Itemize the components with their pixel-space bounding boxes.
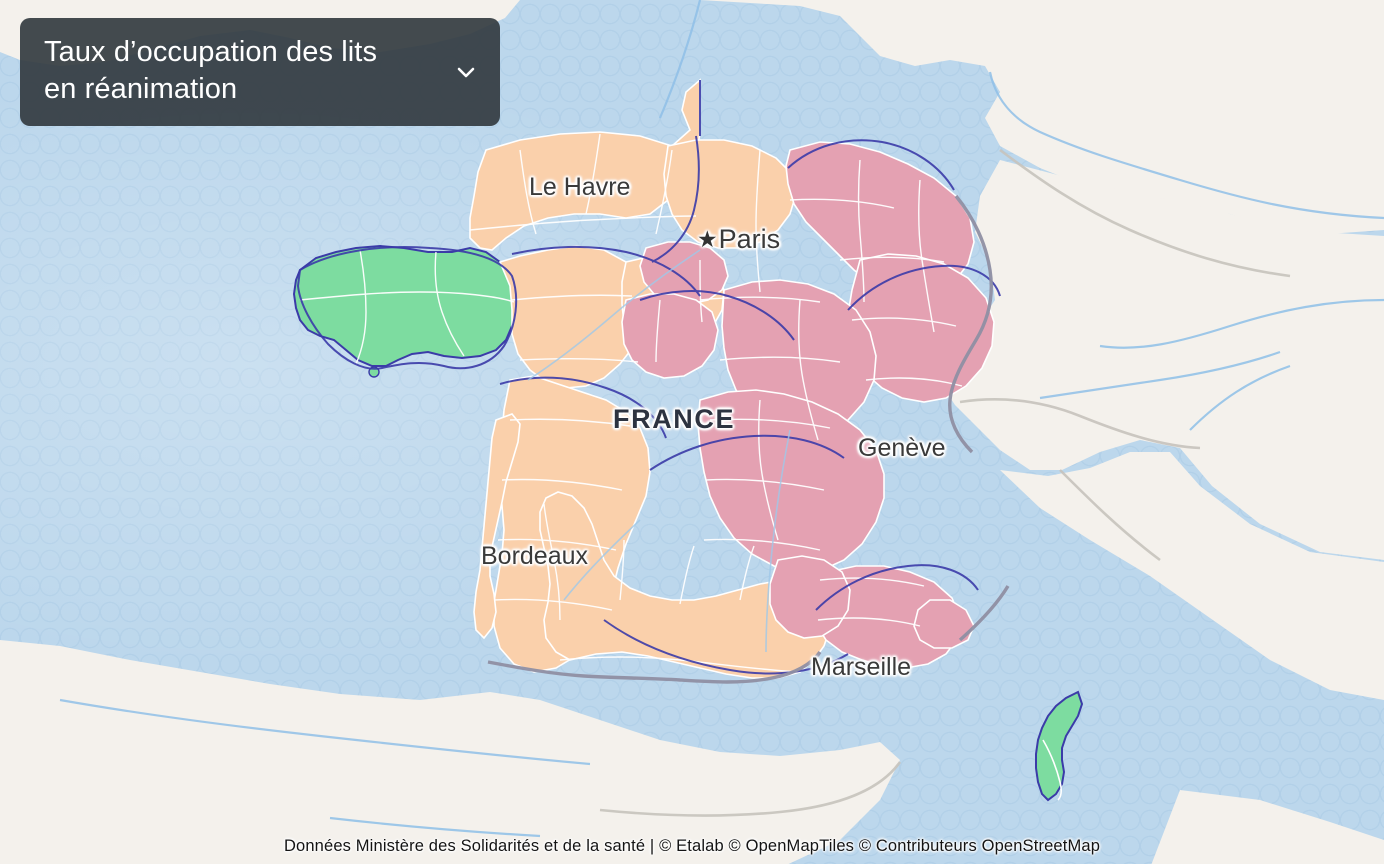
region-group-low[interactable]	[292, 244, 1084, 802]
land-italy-nub	[1000, 452, 1384, 700]
region-idf-core	[639, 241, 729, 305]
region-bretagne	[292, 244, 516, 367]
france-river-layer	[527, 249, 791, 653]
chevron-down-icon[interactable]	[454, 60, 478, 84]
region-idf-north	[663, 139, 797, 249]
region-border-layer	[296, 80, 1001, 675]
land-east	[940, 160, 1384, 560]
region-rhone-corridor	[769, 555, 851, 639]
indicator-selector-panel[interactable]: Taux d’occupation des lits en réanimatio…	[20, 18, 500, 127]
land-north-east	[700, 0, 1384, 236]
department-border-layer	[299, 133, 963, 673]
region-riviera	[913, 599, 975, 649]
region-charente-coast	[473, 413, 521, 640]
land-spain	[0, 640, 900, 868]
region-occitanie	[539, 491, 831, 679]
river-layer	[59, 0, 1384, 838]
attribution-bar: Données Ministère des Solidarités et de …	[0, 824, 1384, 868]
road-layer	[599, 148, 1291, 817]
indicator-title-line1: Taux d’occupation des lits	[44, 36, 378, 68]
region-corse	[1035, 690, 1084, 802]
corse-dept-border	[1042, 739, 1063, 801]
indicator-title-line2: en réanimation	[44, 73, 238, 106]
land-south-east	[1150, 790, 1384, 868]
attribution-text[interactable]: Données Ministère des Solidarités et de …	[283, 836, 1101, 855]
region-centre-east	[621, 293, 719, 379]
bottom-white-strip	[0, 864, 1384, 868]
country-border-layer	[487, 194, 1010, 684]
region-normandie	[469, 78, 701, 251]
